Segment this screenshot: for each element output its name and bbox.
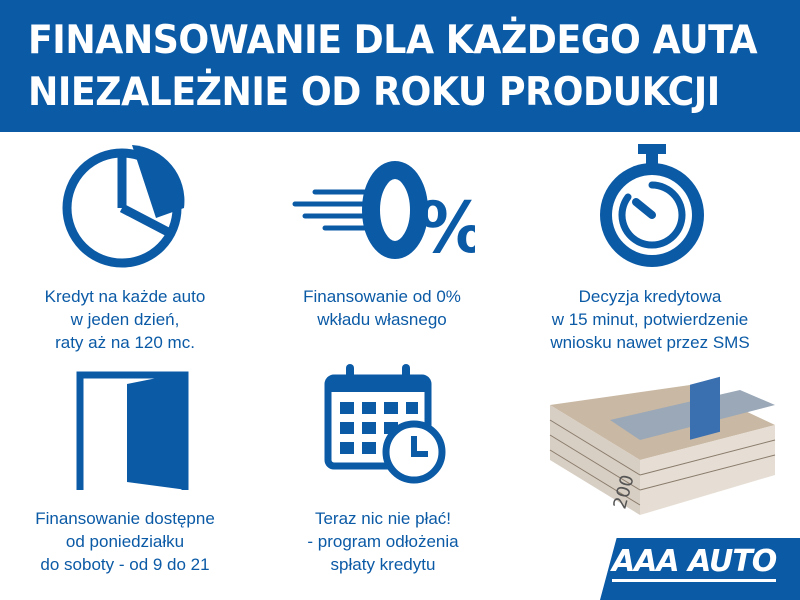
caption-line: od poniedziałku bbox=[65, 532, 185, 551]
feature-odlozenie: Teraz nic nie płać! - program odłożenia … bbox=[253, 507, 513, 576]
headline-line-1: FINANSOWANIE DLA KAŻDEGO AUTA bbox=[28, 18, 758, 63]
zero-percent-icon: % bbox=[292, 161, 475, 260]
caption-line: Teraz nic nie płać! bbox=[314, 509, 452, 528]
header-banner: FINANSOWANIE DLA KAŻDEGO AUTA NIEZALEŻNI… bbox=[0, 0, 800, 132]
caption-line: Decyzja kredytowa bbox=[578, 287, 722, 306]
caption-line: w 15 minut, potwierdzenie bbox=[551, 310, 749, 329]
stopwatch-icon bbox=[600, 144, 704, 267]
caption-line: w jeden dzień, bbox=[70, 310, 180, 329]
feature-kredyt: Kredyt na każde auto w jeden dzień, raty… bbox=[0, 285, 255, 354]
caption-line: spłaty kredytu bbox=[330, 555, 436, 574]
door-icon bbox=[76, 371, 189, 490]
headline-line-2: NIEZALEŻNIE OD ROKU PRODUKCJI bbox=[28, 70, 720, 115]
feature-decyzja: Decyzja kredytowa w 15 minut, potwierdze… bbox=[520, 285, 780, 354]
feature-zero-percent: Finansowanie od 0% wkładu własnego bbox=[252, 285, 512, 331]
money-stack-image: 200 bbox=[549, 376, 776, 515]
caption-line: raty aż na 120 mc. bbox=[55, 333, 195, 352]
caption-line: wkładu własnego bbox=[317, 310, 447, 329]
feature-dostepne: Finansowanie dostępne od poniedziałku do… bbox=[0, 507, 255, 576]
caption-line: Finansowanie od 0% bbox=[303, 287, 461, 306]
caption-line: do soboty - od 9 do 21 bbox=[40, 555, 210, 574]
caption-line: Kredyt na każde auto bbox=[44, 287, 206, 306]
aaa-auto-logo: AAA AUTO bbox=[612, 545, 777, 582]
caption-line: - program odłożenia bbox=[307, 532, 459, 551]
svg-text:%: % bbox=[417, 187, 475, 260]
pie-chart-icon bbox=[62, 145, 185, 268]
caption-line: wniosku nawet przez SMS bbox=[550, 333, 750, 352]
caption-line: Finansowanie dostępne bbox=[35, 509, 215, 528]
calendar-clock-icon bbox=[324, 364, 446, 484]
